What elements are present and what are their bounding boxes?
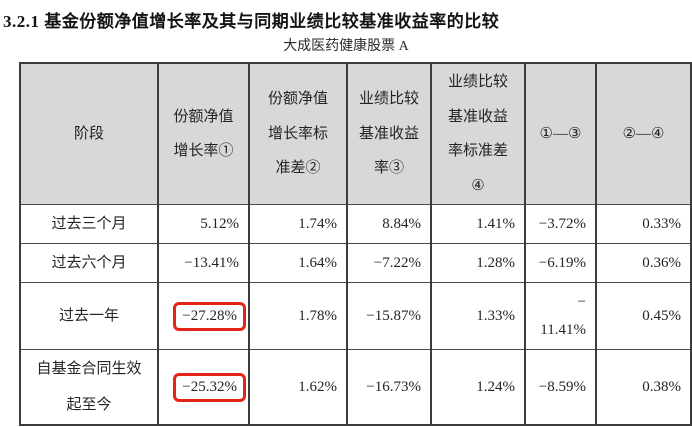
value-cell: 0.33% xyxy=(595,204,692,244)
value-cell: 8.84% xyxy=(346,204,432,244)
table-header-row: 阶段 份额净值 增长率① 份额净值 增长率标 准差② 业绩比较 基准收益 率③ … xyxy=(19,62,692,205)
value-cell: −3.72% xyxy=(524,204,597,244)
value-cell: −15.87% xyxy=(346,282,432,350)
value-cell: 0.38% xyxy=(595,349,692,426)
period-cell: 过去一年 xyxy=(19,282,159,350)
header-benchmark-stddev: 业绩比较 基准收益 率标准差 ④ xyxy=(430,62,526,205)
value-cell: 1.74% xyxy=(248,204,348,244)
value-cell: −25.32% xyxy=(157,349,250,426)
header-period: 阶段 xyxy=(19,62,159,205)
header-nav-growth-stddev: 份额净值 增长率标 准差② xyxy=(248,62,348,205)
performance-comparison-table: 阶段 份额净值 增长率① 份额净值 增长率标 准差② 业绩比较 基准收益 率③ … xyxy=(19,62,692,426)
document-page: 3.2.1 基金份额净值增长率及其与同期业绩比较基准收益率的比较 大成医药健康股… xyxy=(0,7,692,426)
red-highlight-box: −25.32% xyxy=(173,372,246,402)
period-cell: 过去六个月 xyxy=(19,243,159,283)
value-cell: 1.28% xyxy=(430,243,526,283)
value-cell: −27.28% xyxy=(157,282,250,350)
period-cell: 过去三个月 xyxy=(19,204,159,244)
fund-name-subtitle: 大成医药健康股票 A xyxy=(283,39,409,54)
value-cell: 0.36% xyxy=(595,243,692,283)
value-cell: −16.73% xyxy=(346,349,432,426)
value-cell: 0.45% xyxy=(595,282,692,350)
value-cell: 1.62% xyxy=(248,349,348,426)
value-cell: − 11.41% xyxy=(524,282,597,350)
header-benchmark-return: 业绩比较 基准收益 率③ xyxy=(346,62,432,205)
page-title: 3.2.1 基金份额净值增长率及其与同期业绩比较基准收益率的比较 xyxy=(3,12,500,31)
table-row: 过去六个月 −13.41% 1.64% −7.22% 1.28% −6.19% … xyxy=(19,243,692,283)
value-cell: 1.78% xyxy=(248,282,348,350)
value-cell: 1.64% xyxy=(248,243,348,283)
value-cell: −6.19% xyxy=(524,243,597,283)
value-cell: −8.59% xyxy=(524,349,597,426)
period-cell: 自基金合同生效 起至今 xyxy=(19,349,159,426)
header-nav-growth: 份额净值 增长率① xyxy=(157,62,250,205)
value-cell: −7.22% xyxy=(346,243,432,283)
table-row: 过去三个月 5.12% 1.74% 8.84% 1.41% −3.72% 0.3… xyxy=(19,204,692,244)
value-cell: 1.41% xyxy=(430,204,526,244)
value-cell: 1.33% xyxy=(430,282,526,350)
value-cell: 1.24% xyxy=(430,349,526,426)
header-diff-2-4: ②—④ xyxy=(595,62,692,205)
value-cell: 5.12% xyxy=(157,204,250,244)
table-row: 自基金合同生效 起至今 −25.32% 1.62% −16.73% 1.24% … xyxy=(19,349,692,426)
red-highlight-box: −27.28% xyxy=(173,301,246,331)
header-diff-1-3: ①—③ xyxy=(524,62,597,205)
value-cell: −13.41% xyxy=(157,243,250,283)
table-row: 过去一年 −27.28% 1.78% −15.87% 1.33% − 11.41… xyxy=(19,282,692,350)
